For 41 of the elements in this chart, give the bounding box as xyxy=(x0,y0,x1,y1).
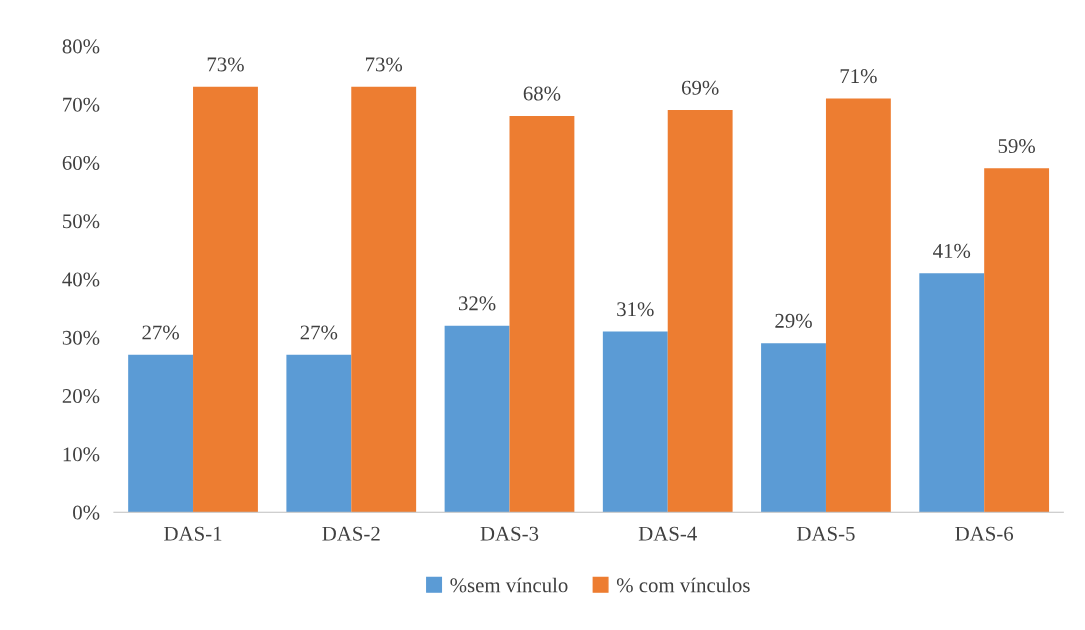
data-label: 41% xyxy=(933,243,971,258)
y-tick-label: 60% xyxy=(62,155,100,171)
data-label: 69% xyxy=(681,80,719,95)
bar xyxy=(128,354,194,513)
y-tick-label: 10% xyxy=(63,447,100,462)
data-label: 29% xyxy=(775,313,812,328)
data-label: 68% xyxy=(523,86,561,101)
bar xyxy=(351,86,417,513)
bar xyxy=(602,331,668,513)
y-tick-label: 30% xyxy=(62,330,100,345)
bar xyxy=(286,354,352,513)
bar xyxy=(444,325,510,513)
y-tick-label: 50% xyxy=(63,214,100,229)
data-label: 73% xyxy=(207,57,244,72)
x-tick-label: DAS-4 xyxy=(638,526,697,541)
bar xyxy=(984,168,1050,513)
y-tick-label: 70% xyxy=(63,97,100,112)
legend-label: % com vínculos xyxy=(616,577,750,593)
legend-label: %sem vínculo xyxy=(450,577,568,593)
x-tick-label: DAS-1 xyxy=(164,526,222,541)
y-tick-label: 0% xyxy=(73,505,100,520)
data-label: 71% xyxy=(840,69,877,84)
y-tick-label: 80% xyxy=(62,39,100,54)
bar xyxy=(761,343,826,513)
x-tick-label: DAS-6 xyxy=(955,526,1014,541)
bar xyxy=(667,110,733,513)
x-tick-label: DAS-2 xyxy=(322,526,380,541)
data-label: 32% xyxy=(458,296,496,311)
bar xyxy=(919,273,985,513)
bar xyxy=(825,98,891,513)
data-label: 73% xyxy=(365,57,403,72)
x-tick-label: DAS-3 xyxy=(480,526,539,541)
bar xyxy=(509,115,575,513)
data-label: 27% xyxy=(300,325,338,340)
y-tick-label: 20% xyxy=(62,389,100,404)
y-tick-label: 40% xyxy=(62,272,100,287)
bar xyxy=(193,86,258,513)
x-tick-label: DAS-5 xyxy=(797,526,855,541)
data-label: 59% xyxy=(998,138,1036,154)
data-label: 31% xyxy=(617,302,654,317)
data-label: 27% xyxy=(142,325,179,340)
